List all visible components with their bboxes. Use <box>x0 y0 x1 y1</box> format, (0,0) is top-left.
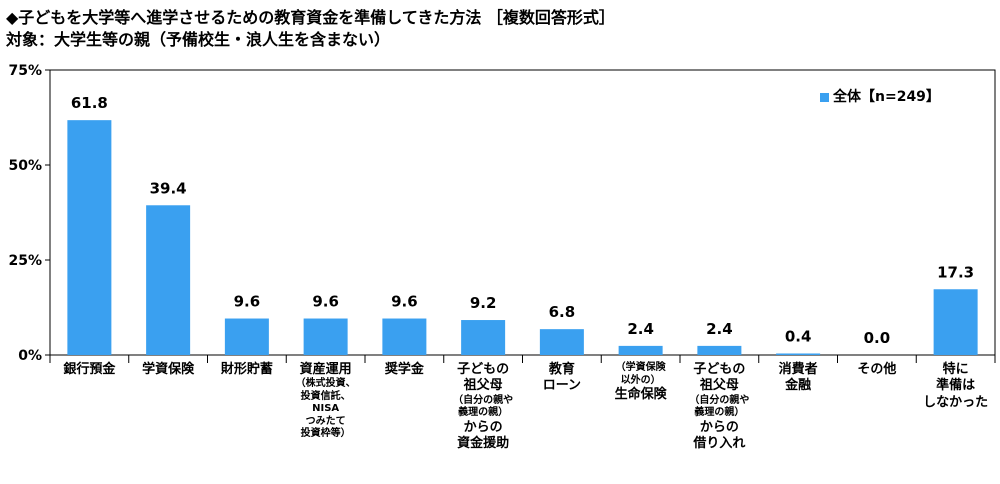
bar <box>697 345 742 355</box>
category-label-line: 子どもの <box>693 362 746 377</box>
category-label-line: からの <box>699 419 739 435</box>
category-label-line: 祖父母 <box>699 378 739 394</box>
data-label: 9.6 <box>391 293 418 311</box>
category-label: 財形貯蓄 <box>209 362 285 378</box>
bar <box>382 318 427 355</box>
data-label: 9.2 <box>470 294 497 312</box>
category-label-note: 義理の親） <box>694 407 745 418</box>
category-label-note: つみたて <box>305 415 346 427</box>
category-label-note: 以外の） <box>620 374 661 386</box>
bar <box>618 345 663 355</box>
data-label: 2.4 <box>627 320 654 338</box>
y-tick-label: 50% <box>8 158 42 174</box>
category-label: 資産運用 （株式投資、 投資信託、 NISA つみたて 投資枠等） <box>288 362 364 441</box>
category-label-note: 投資信託、 <box>300 390 351 402</box>
data-label: 0.0 <box>864 329 891 347</box>
category-label-line: 準備は <box>936 378 976 394</box>
category-label-note: NISA <box>312 403 340 415</box>
category-label-note: （自分の親や <box>453 394 514 406</box>
category-label-line: 金融 <box>785 378 812 394</box>
category-label: 特に 準備は しなかった <box>918 362 994 411</box>
category-label-line: 資金援助 <box>457 435 510 451</box>
category-label-line: からの <box>463 419 503 435</box>
chart-subtitle: 対象：大学生等の親（予備校生・浪人生を含まない） <box>6 30 391 49</box>
data-label: 61.8 <box>71 94 108 112</box>
category-label-note: 投資枠等） <box>300 428 351 440</box>
legend-swatch <box>820 92 829 102</box>
y-tick-label: 75% <box>8 63 42 79</box>
category-label-line: 銀行預金 <box>63 362 116 377</box>
y-tick-label: 25% <box>8 253 42 269</box>
data-label: 6.8 <box>549 303 576 321</box>
data-label: 17.3 <box>937 263 974 281</box>
data-label: 0.4 <box>785 327 812 345</box>
category-label: その他 <box>839 362 915 378</box>
category-label-note: （学資保険 <box>615 362 666 373</box>
category-label: 子どもの 祖父母 （自分の親や 義理の親） からの 借り入れ <box>681 362 757 452</box>
bar <box>67 120 112 355</box>
category-label-line: 資産運用 <box>299 362 352 377</box>
bar <box>539 329 584 355</box>
bar <box>146 205 191 355</box>
category-label: 子どもの 祖父母 （自分の親や 義理の親） からの 資金援助 <box>445 362 521 452</box>
legend-label: 全体【n=249】 <box>833 89 940 105</box>
category-label-line: 消費者 <box>778 362 818 377</box>
category-label-line: しなかった <box>923 394 989 410</box>
category-label: 学資保険 <box>130 362 206 378</box>
bar <box>224 318 269 355</box>
category-label-line: 生命保険 <box>614 387 667 402</box>
category-label-line: 借り入れ <box>693 435 746 451</box>
data-label: 2.4 <box>706 320 733 338</box>
category-label-line: その他 <box>857 362 897 377</box>
category-label: （学資保険 以外の） 生命保険 <box>603 362 679 403</box>
category-label-note: （株式投資、 <box>295 378 356 390</box>
chart-title: ◆子どもを大学等へ進学させるための教育資金を準備してきた方法 ［複数回答形式］ <box>6 8 615 27</box>
category-label-line: 祖父母 <box>463 378 503 394</box>
bar <box>933 289 978 355</box>
data-label: 9.6 <box>312 293 339 311</box>
category-label: 銀行預金 <box>51 362 127 378</box>
category-label: 教育 ローン <box>524 362 600 395</box>
data-label: 9.6 <box>234 293 261 311</box>
bar <box>303 318 348 355</box>
y-tick-label: 0% <box>18 348 42 364</box>
bar <box>776 353 821 355</box>
bar <box>461 320 506 355</box>
category-label-line: 教育 <box>548 362 575 377</box>
category-label-line: 奨学金 <box>384 362 424 377</box>
category-label-line: 学資保険 <box>142 362 195 377</box>
chart-legend: 全体【n=249】 <box>820 86 940 106</box>
category-label-line: 子どもの <box>457 362 510 377</box>
category-label-note: 義理の親） <box>458 407 509 418</box>
category-label-line: 特に <box>942 362 969 377</box>
category-label-line: ローン <box>542 378 582 394</box>
category-label-note: （自分の親や <box>689 394 750 406</box>
category-label: 奨学金 <box>366 362 442 378</box>
data-label: 39.4 <box>150 179 187 197</box>
category-label-line: 財形貯蓄 <box>220 362 273 377</box>
category-label: 消費者 金融 <box>760 362 836 395</box>
plot-frame <box>49 69 996 356</box>
